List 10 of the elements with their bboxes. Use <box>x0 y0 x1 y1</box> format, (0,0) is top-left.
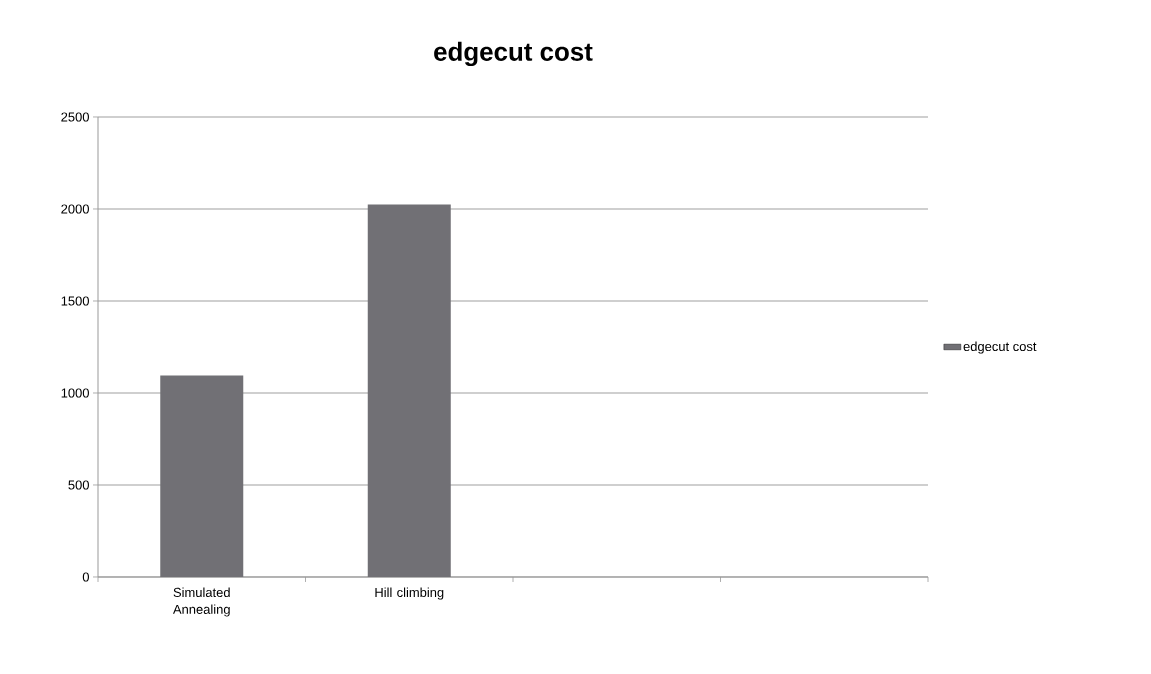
x-tick-label: Simulated Annealing <box>172 587 230 617</box>
legend-label: edgecut cost <box>963 341 1037 354</box>
y-tick-label: 2000 <box>61 204 89 214</box>
y-tick-label: 1000 <box>61 388 89 398</box>
y-tick-label: 500 <box>68 480 89 490</box>
y-tick-label: 2500 <box>61 112 89 122</box>
y-tick-label: 0 <box>82 572 89 582</box>
y-tick-label: 1500 <box>61 296 89 306</box>
x-tick-label: Hill climbing <box>375 587 444 600</box>
chart-title: edgecut cost <box>434 41 593 67</box>
